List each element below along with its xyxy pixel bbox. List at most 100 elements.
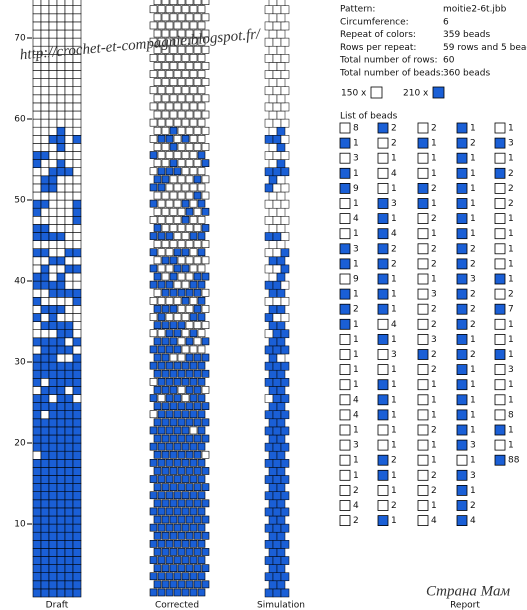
bead-count: 1: [391, 426, 397, 436]
corrected-bead: [153, 402, 162, 411]
bead-swatch: [339, 394, 351, 406]
draft-bead: [56, 224, 66, 233]
bead-count: 2: [508, 169, 514, 179]
corrected-bead: [201, 564, 210, 572]
corrected-bead: [189, 70, 198, 78]
corrected-bead: [169, 288, 178, 297]
corrected-bead: [197, 264, 206, 273]
draft-bead: [72, 588, 82, 598]
draft-bead: [40, 329, 50, 339]
corrected-bead: [197, 102, 206, 111]
draft-bead: [48, 442, 58, 452]
simulation-bead: [276, 531, 286, 541]
corrected-bead: [173, 572, 182, 581]
simulation-bead: [268, 94, 278, 104]
draft-bead: [72, 418, 82, 428]
draft-bead: [40, 507, 50, 517]
corrected-bead: [181, 442, 190, 451]
simulation-bead: [268, 13, 278, 23]
draft-bead: [48, 0, 58, 7]
draft-bead: [72, 296, 82, 306]
corrected-bead: [149, 491, 158, 500]
corrected-bead: [177, 386, 186, 394]
draft-bead: [48, 539, 58, 549]
bead-count: 1: [508, 320, 514, 330]
bead-swatch: [339, 303, 351, 315]
draft-bead: [40, 151, 50, 160]
corrected-bead: [177, 450, 186, 459]
draft-bead: [48, 369, 58, 379]
corrected-bead: [173, 135, 182, 143]
simulation-bead: [264, 361, 274, 371]
bead-count: 2: [431, 124, 437, 134]
bead-count: 1: [470, 229, 476, 239]
draft-bead: [32, 313, 42, 322]
bead-swatch: [339, 122, 351, 134]
simulation-bead: [276, 353, 286, 363]
corrected-bead: [193, 305, 202, 313]
draft-bead: [40, 556, 50, 565]
simulation-bead: [264, 313, 274, 322]
corrected-bead: [201, 580, 210, 589]
bead-swatch: [494, 394, 506, 406]
bead-count: 1: [508, 275, 514, 285]
draft-bead: [64, 13, 74, 23]
draft-bead: [64, 467, 74, 476]
corrected-bead: [189, 5, 198, 14]
corrected-bead: [161, 240, 170, 249]
simulation-bead: [268, 369, 278, 379]
simulation-bead: [272, 523, 282, 533]
draft-bead: [56, 216, 66, 225]
bead-swatch: [339, 500, 351, 511]
simulation-bead: [264, 54, 274, 63]
draft-bead: [64, 588, 74, 598]
draft-bead: [32, 402, 42, 412]
draft-bead: [72, 159, 82, 169]
draft-bead: [48, 102, 58, 112]
corrected-bead: [153, 499, 162, 508]
corrected-bead: [189, 361, 198, 370]
bead-count: 1: [508, 426, 514, 436]
bead-swatch: [417, 122, 429, 134]
draft-bead: [56, 564, 66, 573]
bead-swatch: [456, 454, 468, 466]
bead-swatch: [456, 424, 468, 436]
corrected-bead: [169, 305, 178, 313]
corrected-bead: [157, 556, 166, 564]
bead-count: 4: [431, 516, 437, 526]
corrected-bead: [169, 272, 178, 281]
bead-count: 1: [391, 305, 397, 315]
draft-bead: [48, 572, 58, 582]
bead-swatch: [417, 424, 429, 436]
corrected-bead: [181, 345, 190, 354]
corrected-bead: [165, 70, 174, 78]
draft-bead: [32, 167, 42, 177]
corrected-bead: [193, 288, 202, 297]
corrected-bead: [161, 402, 170, 411]
bead-swatch: [417, 500, 429, 511]
bead-count: 8: [353, 124, 359, 134]
draft-bead: [48, 313, 58, 322]
bead-count: 2: [391, 456, 397, 466]
draft-bead: [32, 296, 42, 306]
corrected-bead: [201, 321, 210, 330]
corrected-bead: [153, 207, 162, 216]
corrected-bead: [169, 580, 178, 589]
draft-bead: [64, 62, 74, 71]
corrected-bead: [177, 175, 186, 184]
corrected-bead: [181, 296, 190, 305]
draft-bead: [48, 135, 58, 144]
simulation-bead: [268, 207, 278, 217]
draft-bead: [72, 272, 82, 282]
bead-swatch: [417, 213, 429, 225]
draft-bead: [56, 580, 66, 590]
simulation-bead: [268, 305, 278, 314]
simulation-bead: [264, 410, 274, 420]
bead-count: 2: [391, 259, 397, 269]
corrected-bead: [177, 13, 186, 22]
draft-bead: [32, 175, 42, 185]
draft-bead: [56, 151, 66, 160]
corrected-bead: [157, 248, 166, 257]
corrected-bead: [189, 135, 198, 143]
corrected-bead: [149, 296, 158, 305]
